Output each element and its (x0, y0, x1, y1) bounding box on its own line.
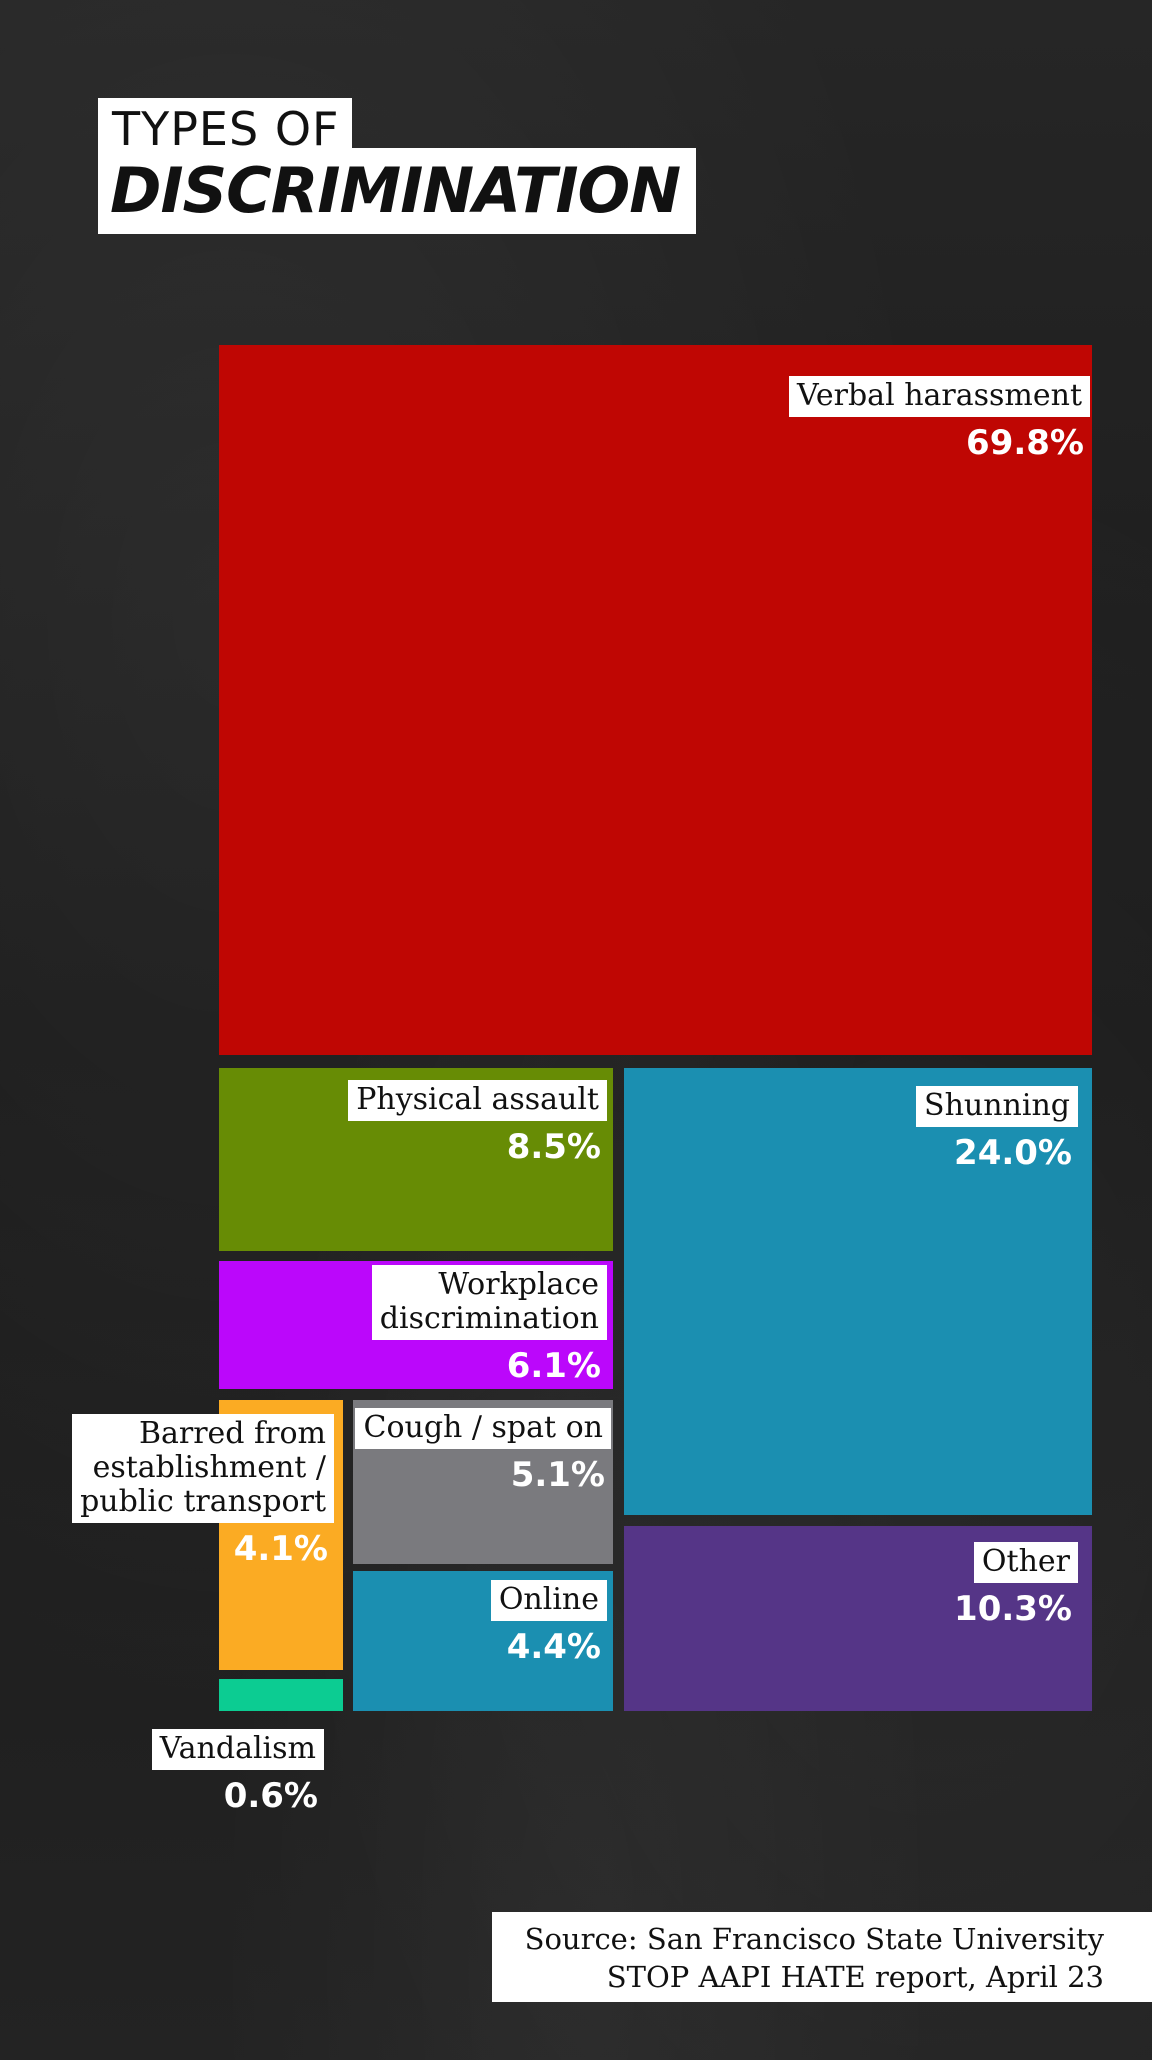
chart-title-line-2: DISCRIMINATION (98, 148, 697, 234)
treemap-category-name: Other (973, 1542, 1078, 1583)
treemap-category-name: Barred from establishment / public transpo… (72, 1414, 334, 1523)
treemap-category-value: 8.5% (506, 1127, 601, 1167)
treemap-label-barred: Barred from establishment / public transpo… (72, 1414, 334, 1569)
treemap-tile-physical (219, 1068, 613, 1251)
treemap-category-value: 5.1% (510, 1455, 605, 1495)
treemap-tile-shunning (624, 1068, 1092, 1515)
treemap-category-name: Vandalism (151, 1729, 324, 1770)
treemap-label-workplace: Workplace discrimination 6.1% (371, 1265, 607, 1386)
treemap-tile-workplace (219, 1261, 613, 1389)
treemap-category-name: Workplace discrimination (371, 1265, 607, 1340)
treemap-category-value: 4.1% (233, 1529, 328, 1569)
treemap-tile-online (353, 1571, 613, 1711)
treemap-label-shunning: Shunning 24.0% (916, 1086, 1078, 1173)
treemap-category-name: Verbal harassment (788, 376, 1090, 417)
treemap-label-verbal: Verbal harassment 69.8% (788, 376, 1090, 463)
treemap-category-value: 6.1% (506, 1346, 601, 1386)
treemap-tile-other (624, 1526, 1092, 1711)
treemap-tile-vandalism (219, 1679, 343, 1711)
treemap-tile-cough (353, 1400, 613, 1564)
treemap-label-cough: Cough / spat on 5.1% (355, 1408, 611, 1495)
treemap-category-name: Physical assault (348, 1080, 607, 1121)
treemap-category-value: 4.4% (506, 1627, 601, 1667)
treemap-category-value: 10.3% (954, 1589, 1072, 1629)
source-line-2: STOP AAPI HATE report, April 23 (606, 1960, 1104, 1994)
treemap-category-value: 0.6% (223, 1776, 318, 1816)
treemap-label-other: Other 10.3% (954, 1542, 1078, 1629)
treemap-category-name: Cough / spat on (355, 1408, 611, 1449)
treemap-label-physical: Physical assault 8.5% (348, 1080, 607, 1167)
treemap-category-value: 24.0% (954, 1133, 1072, 1173)
treemap-category-name: Online (490, 1580, 607, 1621)
treemap-label-vandalism: Vandalism 0.6% (151, 1729, 324, 1816)
source-line-1: Source: San Francisco State University (524, 1922, 1104, 1956)
treemap-category-value: 69.8% (966, 423, 1084, 463)
treemap-label-online: Online 4.4% (490, 1580, 607, 1667)
treemap-category-name: Shunning (916, 1086, 1078, 1127)
treemap-tile-barred (219, 1400, 343, 1670)
source-note: Source: San Francisco State University S… (492, 1912, 1152, 2002)
treemap-tile-verbal (219, 345, 1092, 1055)
